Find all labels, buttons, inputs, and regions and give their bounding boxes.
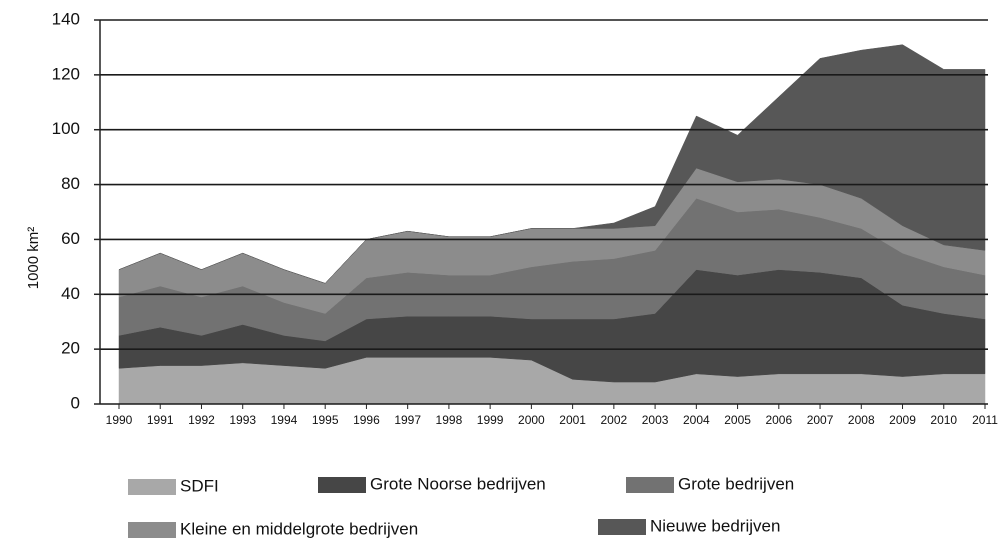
- x-tick-label: 2005: [724, 413, 751, 427]
- x-tick-label: 1991: [147, 413, 174, 427]
- legend-label: Grote Noorse bedrijven: [370, 474, 546, 493]
- x-tick-label: 1992: [188, 413, 215, 427]
- y-tick-label: 120: [52, 64, 80, 83]
- x-tick-label: 2000: [518, 413, 545, 427]
- legend-swatch: [626, 477, 674, 493]
- x-tick-label: 2002: [601, 413, 628, 427]
- x-tick-label: 1993: [229, 413, 256, 427]
- x-tick-label: 2011: [972, 413, 998, 427]
- x-tick-label: 2010: [930, 413, 957, 427]
- y-tick-label: 140: [52, 9, 80, 28]
- x-tick-label: 2004: [683, 413, 710, 427]
- x-tick-label: 2009: [889, 413, 916, 427]
- y-tick-label: 20: [61, 339, 80, 358]
- legend-label: Grote bedrijven: [678, 474, 794, 493]
- x-tick-label: 2006: [765, 413, 792, 427]
- x-tick-label: 1996: [353, 413, 380, 427]
- x-tick-label: 1995: [312, 413, 339, 427]
- y-tick-label: 60: [61, 229, 80, 248]
- y-axis-label: 1000 km²: [25, 227, 42, 290]
- y-tick-label: 40: [61, 284, 80, 303]
- x-tick-label: 1997: [394, 413, 421, 427]
- legend-swatch: [128, 479, 176, 495]
- legend-label: Nieuwe bedrijven: [650, 516, 780, 535]
- legend-swatch: [598, 519, 646, 535]
- y-tick-label: 100: [52, 119, 80, 138]
- x-tick-label: 1998: [436, 413, 463, 427]
- legend-swatch: [128, 522, 176, 538]
- x-tick-label: 1999: [477, 413, 504, 427]
- x-tick-label: 2001: [559, 413, 586, 427]
- x-tick-label: 1990: [106, 413, 133, 427]
- x-tick-label: 2003: [642, 413, 669, 427]
- x-tick-label: 2008: [848, 413, 875, 427]
- y-tick-label: 80: [61, 174, 80, 193]
- legend-label: Kleine en middelgrote bedrijven: [180, 519, 418, 538]
- legend-label: SDFI: [180, 476, 219, 495]
- x-tick-label: 1994: [271, 413, 298, 427]
- y-tick-label: 0: [71, 393, 80, 412]
- legend-swatch: [318, 477, 366, 493]
- x-tick-label: 2007: [807, 413, 834, 427]
- area: [118, 44, 986, 284]
